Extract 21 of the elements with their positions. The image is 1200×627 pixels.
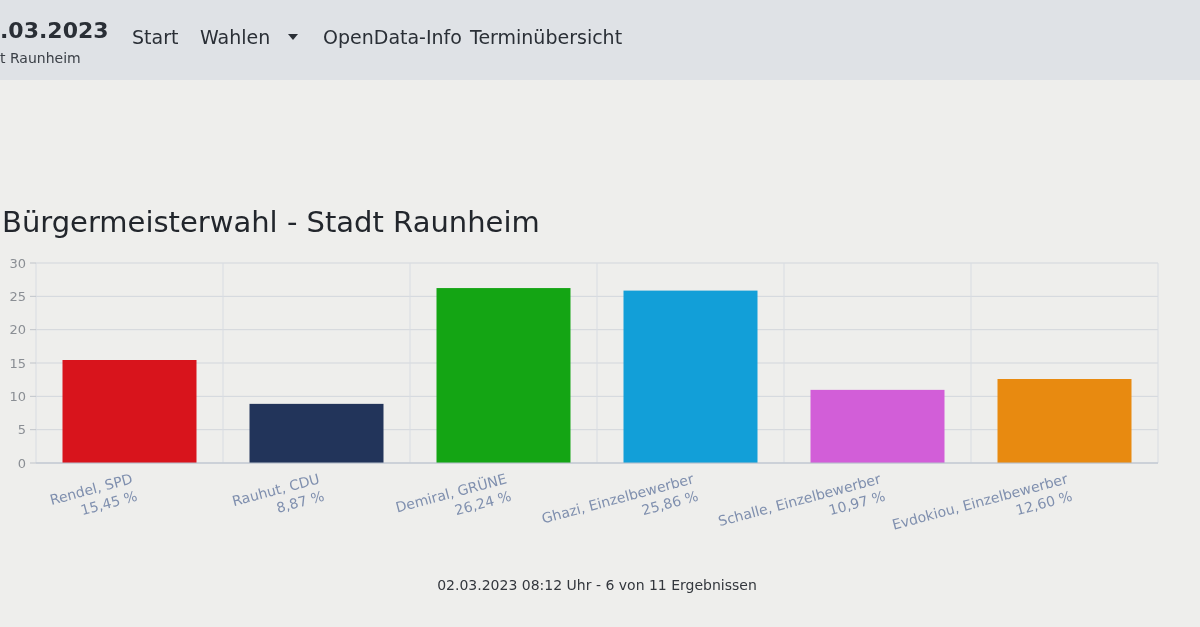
text: Wahlen — [200, 26, 271, 48]
bar — [997, 379, 1132, 463]
text: 02.03.2023 08:12 Uhr - 6 von 11 Ergebnissen — [437, 577, 757, 593]
chart-title: Bürgermeisterwahl - Stadt Raunheim — [2, 205, 540, 239]
y-tick-label: 20 — [9, 322, 26, 338]
y-tick-label: 25 — [9, 288, 26, 304]
y-tick-label: 15 — [9, 355, 26, 371]
y-tick-label: 5 — [17, 422, 26, 438]
y-tick-label: 30 — [9, 255, 26, 271]
bar — [62, 360, 197, 463]
text: Terminübersicht — [469, 26, 623, 48]
bar — [249, 403, 384, 463]
bar — [436, 288, 571, 463]
bar — [623, 290, 758, 463]
bar — [810, 389, 945, 463]
text: t Raunheim — [0, 50, 81, 66]
y-tick-label: 0 — [17, 455, 26, 471]
text: Start — [132, 26, 179, 48]
text: OpenData-Info — [323, 26, 462, 48]
y-tick-label: 10 — [9, 388, 26, 404]
text: .03.2023 — [0, 18, 109, 43]
